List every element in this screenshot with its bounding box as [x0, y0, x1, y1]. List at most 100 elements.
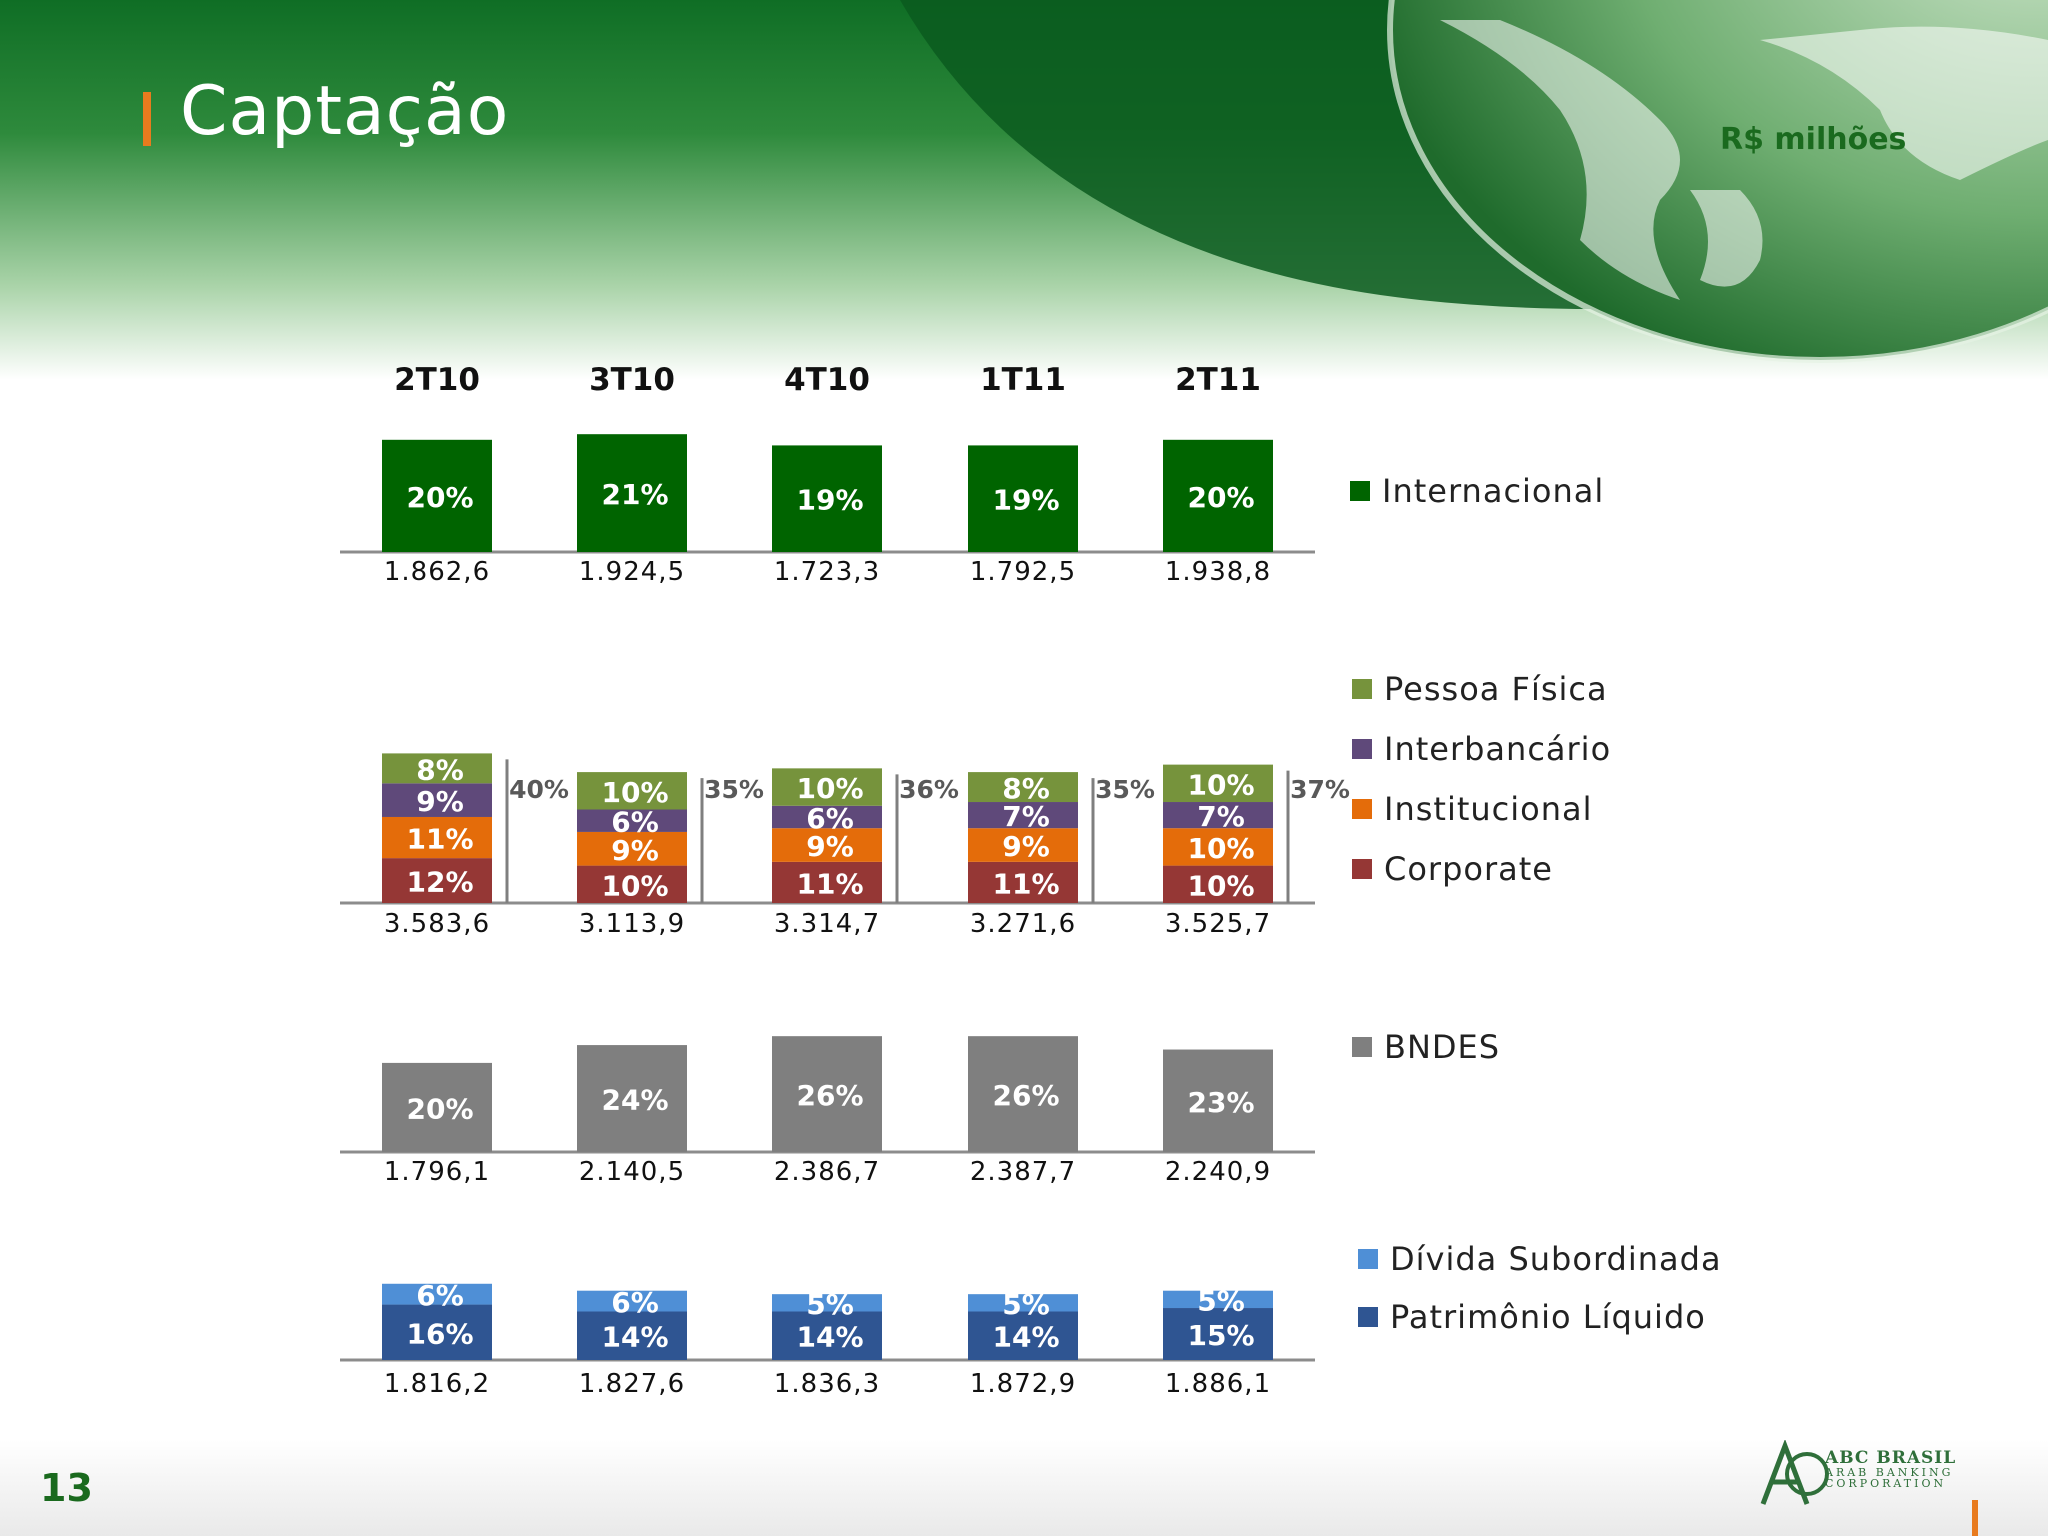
legend-label: Internacional: [1382, 472, 1605, 510]
group-total-label: 1.938,8: [1165, 557, 1271, 587]
bar-segment: [968, 802, 1078, 829]
bar-segment: [1163, 865, 1273, 903]
bar-data-label: 9%: [806, 830, 854, 863]
bar-data-label: 12%: [406, 866, 473, 899]
legend-swatch: [1352, 739, 1372, 759]
bar-segment: [382, 1283, 492, 1305]
header-background: [0, 0, 2048, 380]
bar-segment: [772, 1311, 882, 1360]
group-total-label: 1.872,9: [970, 1369, 1076, 1399]
group-total-label: 1.723,3: [774, 557, 880, 587]
bar-segment: [577, 831, 687, 866]
bar-segment: [382, 1062, 492, 1152]
group-share-label: 36%: [899, 775, 959, 804]
bar-segment: [968, 445, 1078, 552]
bar-data-label: 19%: [796, 484, 863, 517]
group-total-label: 1.827,6: [579, 1369, 685, 1399]
bar-data-label: 24%: [601, 1084, 668, 1117]
bar-segment: [1163, 439, 1273, 552]
group-total-label: 2.386,7: [774, 1157, 880, 1187]
bar-data-label: 19%: [992, 484, 1059, 517]
legend-swatch: [1358, 1307, 1378, 1327]
legend-label: Interbancário: [1384, 730, 1612, 768]
group-share-label: 35%: [1095, 775, 1155, 804]
bar-data-label: 21%: [601, 478, 668, 511]
legend-swatch: [1352, 799, 1372, 819]
bar-segment: [772, 805, 882, 829]
legend-divida-subordinada: Dívida Subordinada: [1358, 1240, 1722, 1278]
logo-line3: CORPORATION: [1825, 1477, 1947, 1490]
group-total-label: 2.387,7: [970, 1157, 1076, 1187]
group-total-label: 1.862,6: [384, 557, 490, 587]
bar-data-label: 6%: [806, 802, 854, 835]
bar-data-label: 11%: [796, 867, 863, 900]
bar-data-label: 9%: [1002, 830, 1050, 863]
bar-segment: [968, 861, 1078, 903]
bar-data-label: 20%: [406, 481, 473, 514]
bar-segment: [772, 768, 882, 806]
bar-data-label: 6%: [611, 806, 659, 839]
bar-data-label: 14%: [601, 1321, 668, 1354]
title-accent-bar: [143, 92, 151, 146]
bar-data-label: 5%: [806, 1288, 854, 1321]
bar-segment: [577, 809, 687, 832]
bar-data-label: 26%: [992, 1079, 1059, 1112]
bar-data-label: 6%: [611, 1286, 659, 1319]
bar-segment: [968, 828, 1078, 862]
category-label: 1T11: [980, 362, 1066, 398]
page-number: 13: [40, 1466, 93, 1510]
group-total-label: 2.240,9: [1165, 1157, 1271, 1187]
abc-brasil-logo: [1760, 1440, 1829, 1505]
bar-data-label: 10%: [1187, 832, 1254, 865]
bar-segment: [1163, 1290, 1273, 1309]
bar-segment: [382, 783, 492, 817]
bar-segment: [382, 1304, 492, 1360]
bar-segment: [382, 753, 492, 784]
legend-pessoa-fisica: Pessoa Física: [1352, 670, 1608, 708]
category-label: 4T10: [784, 362, 870, 398]
logo-name: ABC BRASIL: [1825, 1448, 1957, 1468]
legend-label: Patrimônio Líquido: [1390, 1298, 1706, 1336]
bar-segment: [968, 1036, 1078, 1152]
bar-segment: [968, 1311, 1078, 1360]
bar-segment: [1163, 802, 1273, 829]
bar-data-label: 7%: [1197, 800, 1245, 833]
legend-corporate: Corporate: [1352, 850, 1553, 888]
logo-text: ABC BRASIL ARAB BANKING CORPORATION: [1825, 1448, 1957, 1490]
footer-band: [0, 1440, 2048, 1536]
bar-data-label: 23%: [1187, 1086, 1254, 1119]
bar-data-label: 6%: [416, 1279, 464, 1312]
bar-data-label: 10%: [1187, 869, 1254, 902]
legend-label: Corporate: [1384, 850, 1553, 888]
legend-interbancario: Interbancário: [1352, 730, 1611, 768]
bar-data-label: 10%: [601, 776, 668, 809]
bar-data-label: 14%: [992, 1321, 1059, 1354]
group-total-label: 1.796,1: [384, 1157, 490, 1187]
bar-data-label: 20%: [1187, 481, 1254, 514]
bar-segment: [1163, 1308, 1273, 1360]
bar-segment: [968, 1294, 1078, 1312]
legend-institucional: Institucional: [1352, 790, 1593, 828]
bar-data-label: 26%: [796, 1079, 863, 1112]
bar-data-label: 10%: [796, 772, 863, 805]
group-total-label: 3.314,7: [774, 909, 880, 939]
bar-segment: [577, 1290, 687, 1312]
bar-data-label: 9%: [611, 834, 659, 867]
group-total-label: 1.792,5: [970, 557, 1076, 587]
category-label: 3T10: [589, 362, 675, 398]
group-total-label: 3.113,9: [579, 909, 685, 939]
group-share-label: 35%: [704, 775, 764, 804]
bar-segment: [1163, 828, 1273, 866]
bar-segment: [577, 1045, 687, 1152]
bar-segment: [772, 445, 882, 552]
group-total-label: 3.583,6: [384, 909, 490, 939]
bar-data-label: 16%: [406, 1317, 473, 1350]
legend-label: Dívida Subordinada: [1390, 1240, 1722, 1278]
bar-data-label: 10%: [601, 869, 668, 902]
bar-segment: [577, 772, 687, 810]
bar-data-label: 11%: [406, 823, 473, 856]
group-share-label: 40%: [509, 775, 569, 804]
legend-bndes: BNDES: [1352, 1028, 1500, 1066]
bar-data-label: 9%: [416, 785, 464, 818]
